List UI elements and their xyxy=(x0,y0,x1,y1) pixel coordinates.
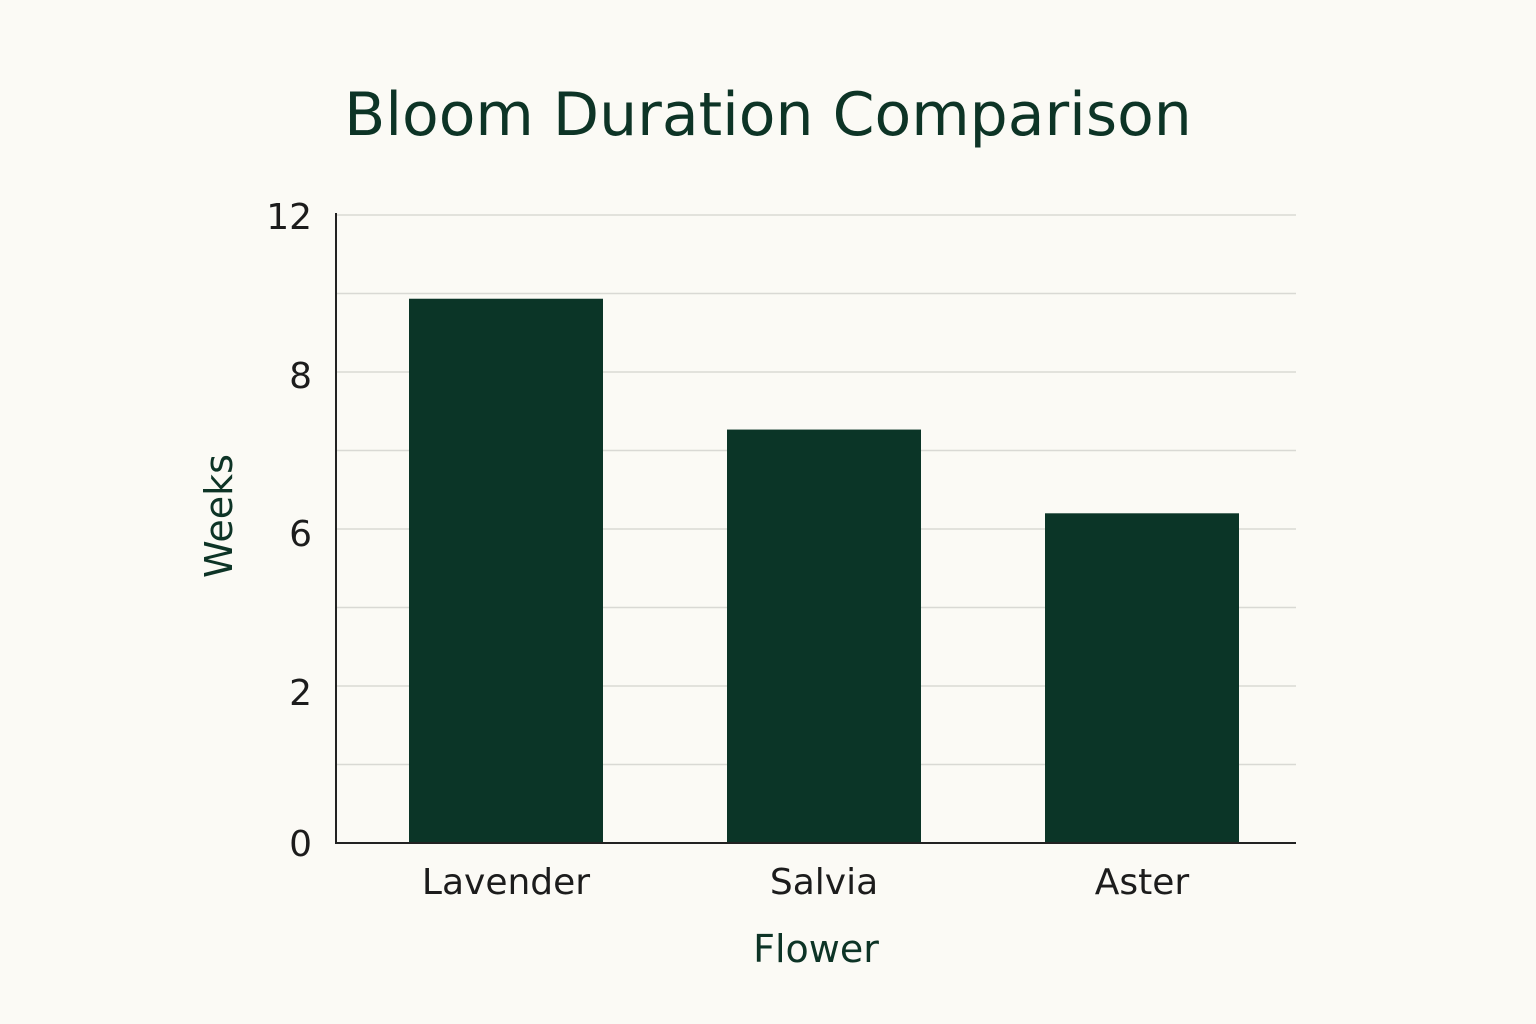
y-tick-label: 12 xyxy=(266,197,312,238)
x-tick-labels: Lavender Salvia Aster xyxy=(422,862,1190,903)
x-tick-label: Aster xyxy=(1095,862,1190,903)
x-tick-label: Lavender xyxy=(422,862,590,903)
y-tick-label: 0 xyxy=(289,824,312,865)
y-tick-label: 6 xyxy=(289,514,312,555)
bar-salvia xyxy=(727,429,921,843)
y-tick-label: 2 xyxy=(289,673,312,714)
y-tick-label: 8 xyxy=(289,356,312,397)
y-tick-labels: 0 2 6 8 12 xyxy=(266,197,312,865)
y-axis-label: Weeks xyxy=(197,454,241,578)
x-axis-label: Flower xyxy=(753,927,879,971)
bar-aster xyxy=(1045,513,1239,843)
chart-title: Bloom Duration Comparison xyxy=(344,80,1192,150)
bars xyxy=(409,298,1239,843)
x-tick-label: Salvia xyxy=(770,862,878,903)
bar-lavender xyxy=(409,298,603,843)
